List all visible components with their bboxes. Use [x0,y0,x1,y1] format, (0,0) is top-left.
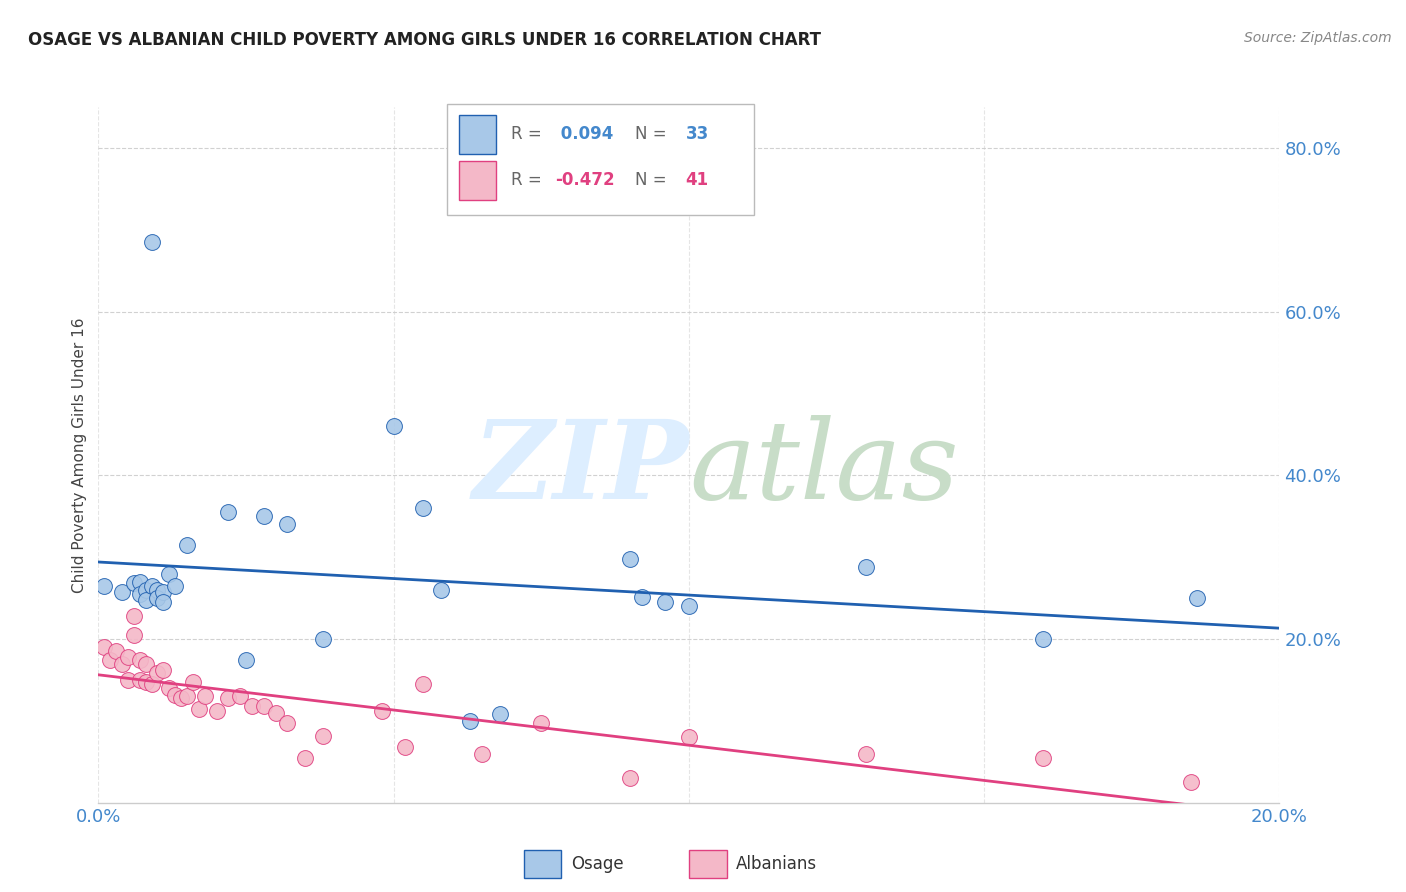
Text: atlas: atlas [689,415,959,523]
Point [170,691,193,706]
FancyBboxPatch shape [689,850,727,878]
FancyBboxPatch shape [447,103,754,215]
Point [141,579,163,593]
Point [530,715,553,730]
Point [157,681,180,696]
Text: 33: 33 [685,125,709,144]
Point [176,690,198,704]
Point [146,666,169,681]
Point [146,591,169,606]
Point [122,609,145,624]
Point [122,576,145,591]
Point [412,677,434,691]
Point [135,582,157,597]
Point [489,707,512,722]
Point [128,673,150,687]
Point [181,674,204,689]
FancyBboxPatch shape [458,115,496,153]
Point [855,747,877,761]
Text: 41: 41 [685,171,709,189]
Point [93,579,115,593]
Point [165,688,187,702]
Point [98,652,121,666]
Point [217,505,239,519]
Text: ZIP: ZIP [472,415,689,523]
Text: R =: R = [510,171,547,189]
Point [128,587,150,601]
Point [264,706,287,720]
Point [135,657,157,671]
Point [152,595,174,609]
Point [105,644,128,658]
Point [128,574,150,589]
Point [1185,591,1208,606]
Point [1180,775,1202,789]
FancyBboxPatch shape [523,850,561,878]
Point [312,729,335,743]
Point [855,560,877,574]
Text: -0.472: -0.472 [555,171,614,189]
Point [122,628,145,642]
Point [141,235,163,249]
Point [276,517,298,532]
Point [128,652,150,666]
Point [1032,632,1054,646]
Point [253,509,276,524]
Point [187,701,209,715]
Point [294,751,316,765]
Point [654,595,676,609]
Point [141,677,163,691]
Point [93,640,115,655]
Point [152,584,174,599]
Point [253,699,276,714]
Point [394,740,416,755]
Point [135,674,157,689]
Point [412,501,434,516]
Point [312,632,335,646]
Point [117,673,139,687]
Point [135,592,157,607]
Point [235,652,257,666]
Text: OSAGE VS ALBANIAN CHILD POVERTY AMONG GIRLS UNDER 16 CORRELATION CHART: OSAGE VS ALBANIAN CHILD POVERTY AMONG GI… [28,31,821,49]
Point [460,714,482,728]
Point [471,747,494,761]
Point [194,690,217,704]
Text: Source: ZipAtlas.com: Source: ZipAtlas.com [1244,31,1392,45]
Point [111,584,134,599]
Text: N =: N = [634,125,672,144]
Point [382,419,405,434]
Point [205,704,228,718]
Point [678,731,700,745]
Point [217,691,239,706]
Point [276,715,298,730]
Point [619,552,641,566]
Text: R =: R = [510,125,547,144]
Text: 0.094: 0.094 [555,125,614,144]
Point [630,590,652,604]
Point [371,704,394,718]
Point [117,650,139,665]
Y-axis label: Child Poverty Among Girls Under 16: Child Poverty Among Girls Under 16 [72,318,87,592]
Point [1032,751,1054,765]
Point [165,579,187,593]
FancyBboxPatch shape [458,161,496,200]
Point [619,771,641,785]
Point [430,582,453,597]
Point [240,699,263,714]
Point [678,599,700,614]
Point [111,657,134,671]
Point [146,582,169,597]
Text: Albanians: Albanians [737,855,817,873]
Point [152,663,174,677]
Point [157,566,180,581]
Point [176,538,198,552]
Point [229,690,252,704]
Text: N =: N = [634,171,672,189]
Text: Osage: Osage [571,855,623,873]
